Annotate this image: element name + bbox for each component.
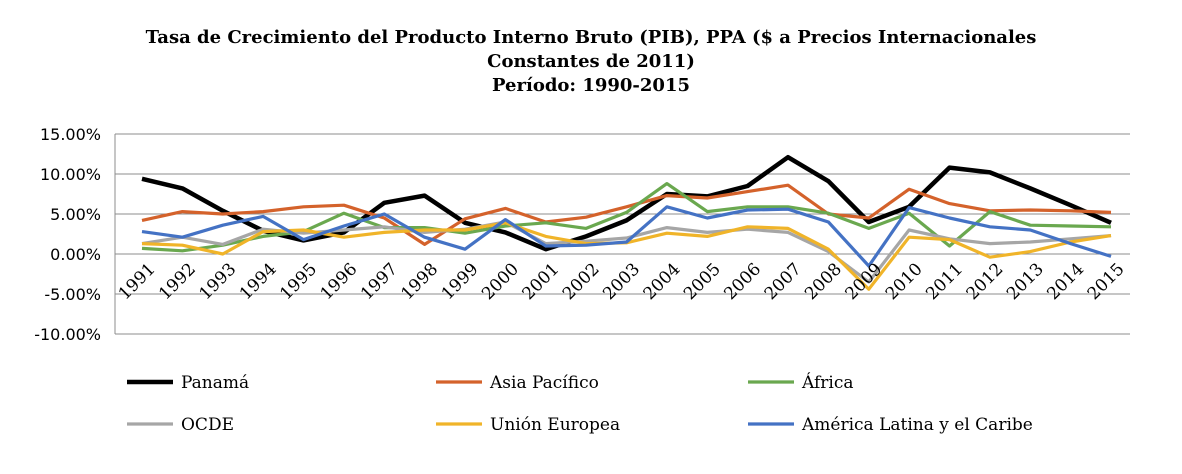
x-tick-label: 2012 bbox=[963, 259, 1008, 304]
y-tick-label: 10.00% bbox=[40, 165, 101, 184]
chart-title-line-2: Constantes de 2011) bbox=[487, 51, 695, 72]
x-tick-label: 1993 bbox=[196, 259, 241, 304]
legend-label-1: Asia Pacífico bbox=[489, 373, 599, 393]
legend-label-4: Unión Europea bbox=[490, 415, 620, 435]
chart-title: Tasa de Crecimiento del Producto Interno… bbox=[0, 26, 1182, 98]
y-tick-label: -10.00% bbox=[34, 325, 101, 344]
x-tick-label: 2000 bbox=[478, 259, 523, 304]
y-axis: 15.00% 10.00% 5.00% 0.00% -5.00% -10.00% bbox=[34, 125, 116, 344]
x-tick-label: 2001 bbox=[519, 259, 564, 304]
legend-label-0: Panamá bbox=[181, 373, 249, 393]
x-tick-label: 2005 bbox=[680, 259, 725, 304]
x-tick-label: 1999 bbox=[438, 259, 483, 304]
series-line-0 bbox=[141, 154, 1112, 252]
legend-label-3: OCDE bbox=[181, 415, 234, 435]
x-tick-label: 2004 bbox=[640, 259, 685, 304]
gridlines bbox=[115, 133, 1130, 335]
x-tick-label: 1991 bbox=[115, 259, 160, 304]
legend: Panamá Asia Pacífico África OCDE Unión Europ… bbox=[127, 372, 1033, 435]
y-tick-label: -5.00% bbox=[44, 285, 101, 304]
x-tick-label: 2014 bbox=[1043, 259, 1088, 304]
x-tick-label: 2006 bbox=[720, 259, 765, 304]
x-tick-label: 2003 bbox=[599, 259, 644, 304]
chart-title-line-3: Período: 1990-2015 bbox=[492, 75, 690, 96]
chart-title-line-1: Tasa de Crecimiento del Producto Interno… bbox=[145, 27, 1037, 48]
x-tick-label: 1998 bbox=[397, 259, 442, 304]
x-tick-label: 1994 bbox=[236, 259, 281, 304]
series-lines bbox=[141, 154, 1112, 291]
x-tick-label: 2008 bbox=[801, 259, 846, 304]
legend-label-5: América Latina y el Caribe bbox=[801, 415, 1033, 435]
x-tick-label: 1996 bbox=[317, 259, 362, 304]
series-line-5 bbox=[141, 205, 1112, 268]
x-tick-label: 2011 bbox=[922, 259, 967, 304]
x-tick-label: 1997 bbox=[357, 259, 402, 304]
y-tick-label: 5.00% bbox=[50, 205, 101, 224]
y-tick-label: 15.00% bbox=[40, 125, 101, 144]
x-tick-label: 1992 bbox=[155, 259, 200, 304]
legend-label-2: África bbox=[801, 372, 854, 393]
y-tick-label: 0.00% bbox=[50, 245, 101, 264]
x-tick-label: 2007 bbox=[761, 259, 806, 304]
x-tick-label: 1995 bbox=[276, 259, 321, 304]
x-tick-label: 2002 bbox=[559, 259, 604, 304]
x-axis: 1991199219931994199519961997199819992000… bbox=[115, 259, 1129, 304]
x-tick-label: 2015 bbox=[1084, 259, 1129, 304]
x-tick-label: 2013 bbox=[1003, 259, 1048, 304]
series-line-1 bbox=[141, 183, 1112, 246]
